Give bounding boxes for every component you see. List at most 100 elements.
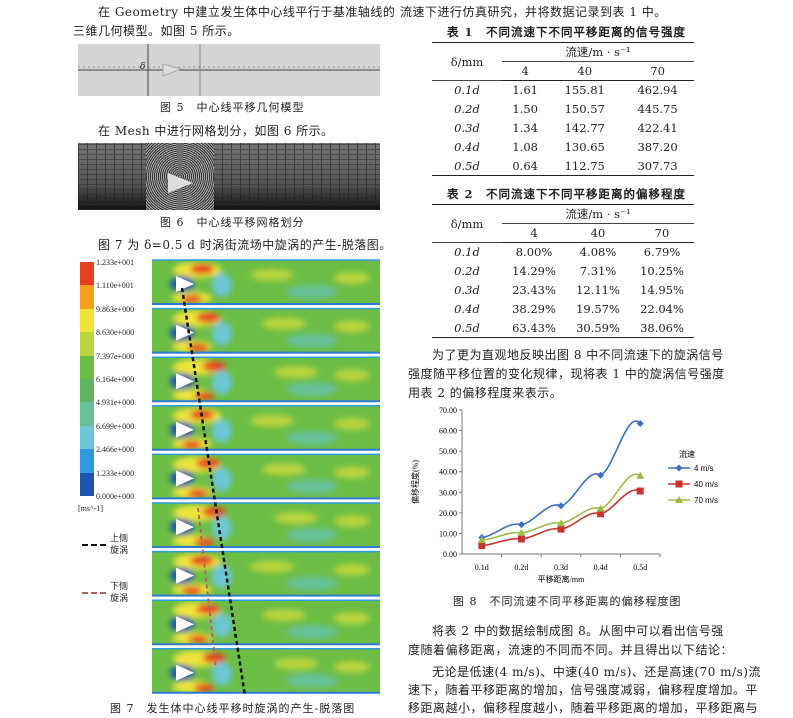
table-cell: 63.43%: [502, 318, 566, 338]
colorbar-tick-label: 2.466e+000: [96, 445, 135, 455]
table-cell: 0.5d: [432, 318, 502, 338]
x-axis-label: 平移距离/mm: [538, 574, 585, 584]
colorbar-swatch: [80, 285, 94, 309]
table-cell: 0.1d: [454, 83, 480, 98]
table-cell: 19.57%: [576, 302, 620, 316]
legend-label: 70 m/s: [694, 496, 718, 505]
table-cell: 12.11%: [576, 283, 620, 297]
colorbar-tick-label: 6.699e+000: [96, 421, 135, 431]
table-cell: 23.43%: [512, 283, 556, 297]
bluff-body-icon: [176, 421, 194, 438]
colorbar-tick-label: 6.164e+000: [96, 375, 135, 384]
figure-7-vortex-panels: [152, 259, 380, 697]
y-tick-label: 10.00: [439, 529, 457, 538]
table-cell: 445.75: [637, 102, 678, 116]
table-cell: 0.4d: [454, 140, 480, 154]
column-header: 40: [566, 223, 630, 243]
data-point: [557, 502, 565, 510]
data-point: [477, 536, 486, 544]
legend-marker: [675, 480, 683, 488]
data-point: [517, 521, 525, 529]
upper-vortex-trajectory: [180, 287, 247, 697]
flow-panel: [152, 453, 380, 500]
flow-panel: [152, 405, 380, 451]
y-tick-label: 70.00: [439, 406, 457, 415]
figure-8-chart: 0.00 10.00 20.00 30.00 40.00 50.00 60.00 70.00 0…: [410, 406, 718, 584]
data-point: [478, 542, 486, 550]
bluff-body-icon: [176, 519, 194, 535]
table-cell: 0.1d: [454, 245, 480, 260]
x-tick-label: 0.3d: [554, 563, 568, 572]
x-tick-label: 0.2d: [514, 563, 528, 572]
delta-label: δ: [140, 62, 146, 72]
column-header: 70: [621, 61, 694, 81]
table-row: 0.4d 38.29% 19.57% 22.04%: [432, 300, 694, 319]
flow-panel: [152, 550, 380, 597]
table-cell: 30.59%: [566, 318, 630, 338]
legend-label: 4 m/s: [694, 464, 714, 473]
lower-vortex-line-sample: [82, 592, 106, 594]
y-tick-label: 20.00: [439, 509, 457, 518]
bluff-body-icon: [176, 664, 194, 681]
data-point: [636, 487, 644, 495]
paragraph-conclusion-line2: 度随着偏移距离，流速的不同而不同。并且得出以下结论：: [408, 643, 734, 657]
bluff-body-icon: [176, 276, 194, 292]
flow-panel: [152, 259, 380, 305]
figure-6-caption: 图 6 中心线平移网格划分: [160, 216, 305, 229]
table-row: 0.5d 63.43% 30.59% 38.06%: [432, 318, 694, 338]
colorbar-tick-label: 1.233e+000: [96, 468, 135, 478]
figure-5-geometry-model: δ: [78, 44, 380, 96]
upper-vortex-line-sample: [82, 544, 106, 546]
paragraph-fig7-intro: 图 7 为 δ=0.5 d 时涡街流场中旋涡的产生-脱落图。: [98, 238, 392, 252]
table-cell: 0.4d: [454, 302, 480, 316]
table-cell: 7.31%: [579, 264, 617, 278]
x-tick-label: 0.1d: [475, 563, 489, 572]
table-cell: 38.29%: [512, 302, 556, 316]
y-tick-label: 0.00: [443, 550, 457, 559]
colorbar-swatch: [80, 472, 94, 497]
table-cell: 387.20: [637, 140, 678, 154]
colorbar-swatch: [80, 449, 94, 473]
table-cell: 0.5d: [432, 156, 502, 176]
group-header: 流速/m · s⁻¹: [502, 42, 694, 62]
paragraph-geometry-line1: 在 Geometry 中建立发生体中心线平行于基准轴线的: [98, 5, 396, 19]
colorbar-tick-label: 1.233e+001: [96, 258, 135, 267]
row-header: δ/mm: [432, 42, 502, 81]
table-row: 0.1d 8.00% 4.08% 6.79%: [432, 243, 694, 262]
bluff-body-icon: [176, 616, 194, 633]
table-cell: 130.65: [564, 140, 605, 154]
table-row: 0.2d 14.29% 7.31% 10.25%: [432, 262, 694, 281]
colorbar-swatch: [80, 355, 94, 380]
table-row: 0.1d 1.61 155.81 462.94: [432, 81, 694, 100]
series-line-40ms: [481, 489, 641, 547]
table-cell: 112.75: [548, 156, 622, 176]
data-point: [557, 519, 565, 527]
figure-5-caption: 图 5 中心线平移几何模型: [160, 101, 305, 114]
legend-marker: [675, 496, 683, 503]
lower-vortex-trajectory: [197, 507, 217, 669]
group-header: 流速/m · s⁻¹: [502, 204, 694, 224]
table-header-row: δ/mm 流速/m · s⁻¹: [432, 204, 694, 243]
colorbar-tick-label: 8.630e+000: [96, 328, 135, 338]
flow-panel: [152, 599, 380, 646]
table-cell: 0.64: [502, 156, 549, 176]
y-axis-label: 偏移程度(%): [410, 460, 420, 504]
table-2-title: 表 2 不同流速下不同平移距离的偏移程度: [447, 187, 687, 201]
table-cell: 422.41: [637, 121, 678, 135]
paragraph-geometry-line2: 三维几何模型。如图 5 所示。: [73, 24, 240, 38]
table-cell: 0.2d: [454, 264, 480, 278]
column-header: 4: [502, 223, 566, 243]
figure-6-mesh: [78, 143, 380, 210]
colorbar-tick-label: 1.110e+001: [96, 281, 134, 291]
bluff-body-icon: [176, 567, 194, 584]
table-cell: 155.81: [564, 83, 605, 98]
paragraph-intro-fig8-line3: 用表 2 的偏移程度来表示。: [408, 386, 563, 400]
y-tick-label: 60.00: [439, 427, 457, 436]
table-1: δ/mm 流速/m · s⁻¹ 4 40 70 0.1d 1.61 155.81 462.94 0…: [432, 42, 694, 176]
column-header: 4: [502, 61, 549, 81]
row-header: δ/mm: [432, 204, 502, 243]
data-point: [636, 420, 644, 428]
table-cell: 462.94: [637, 83, 678, 98]
colorbar: [80, 262, 94, 497]
data-point: [517, 535, 525, 543]
